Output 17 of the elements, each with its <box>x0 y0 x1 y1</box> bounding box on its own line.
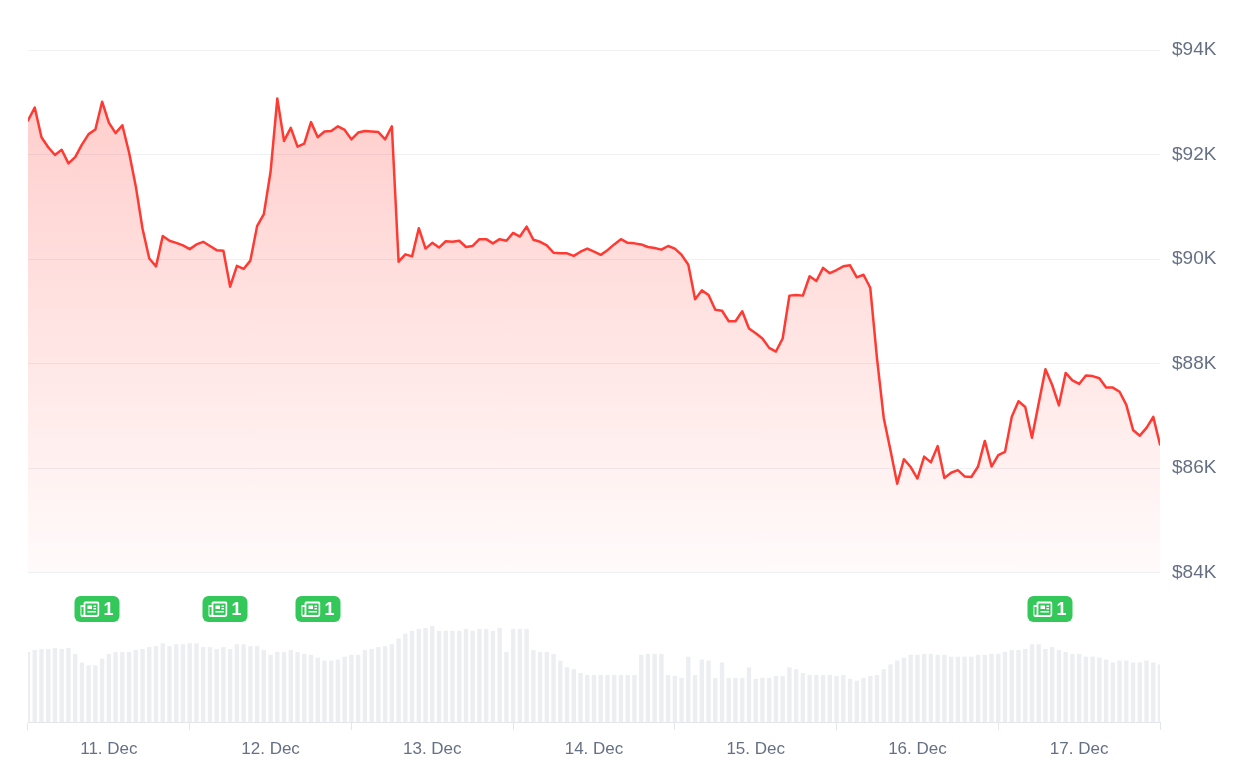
y-tick-label: $94K <box>1172 38 1217 60</box>
x-tick-label: 16. Dec <box>888 738 948 758</box>
text: 1 <box>324 598 335 621</box>
y-tick-label: $92K <box>1172 142 1217 164</box>
text: 1 <box>103 598 114 621</box>
x-tick-label: 15. Dec <box>726 738 786 758</box>
text: 1 <box>231 598 242 621</box>
x-tick-label: 14. Dec <box>564 738 624 758</box>
y-tick-label: $86K <box>1172 456 1217 478</box>
text: 1 <box>1056 598 1067 621</box>
x-tick-label: 17. Dec <box>1049 738 1109 758</box>
y-tick-label: $90K <box>1172 247 1217 269</box>
x-tick-label: 11. Dec <box>80 738 139 758</box>
y-tick-label: $88K <box>1172 351 1217 373</box>
x-tick-label: 12. Dec <box>241 738 301 758</box>
x-tick-label: 13. Dec <box>402 738 463 758</box>
y-tick-label: $84K <box>1172 560 1217 582</box>
